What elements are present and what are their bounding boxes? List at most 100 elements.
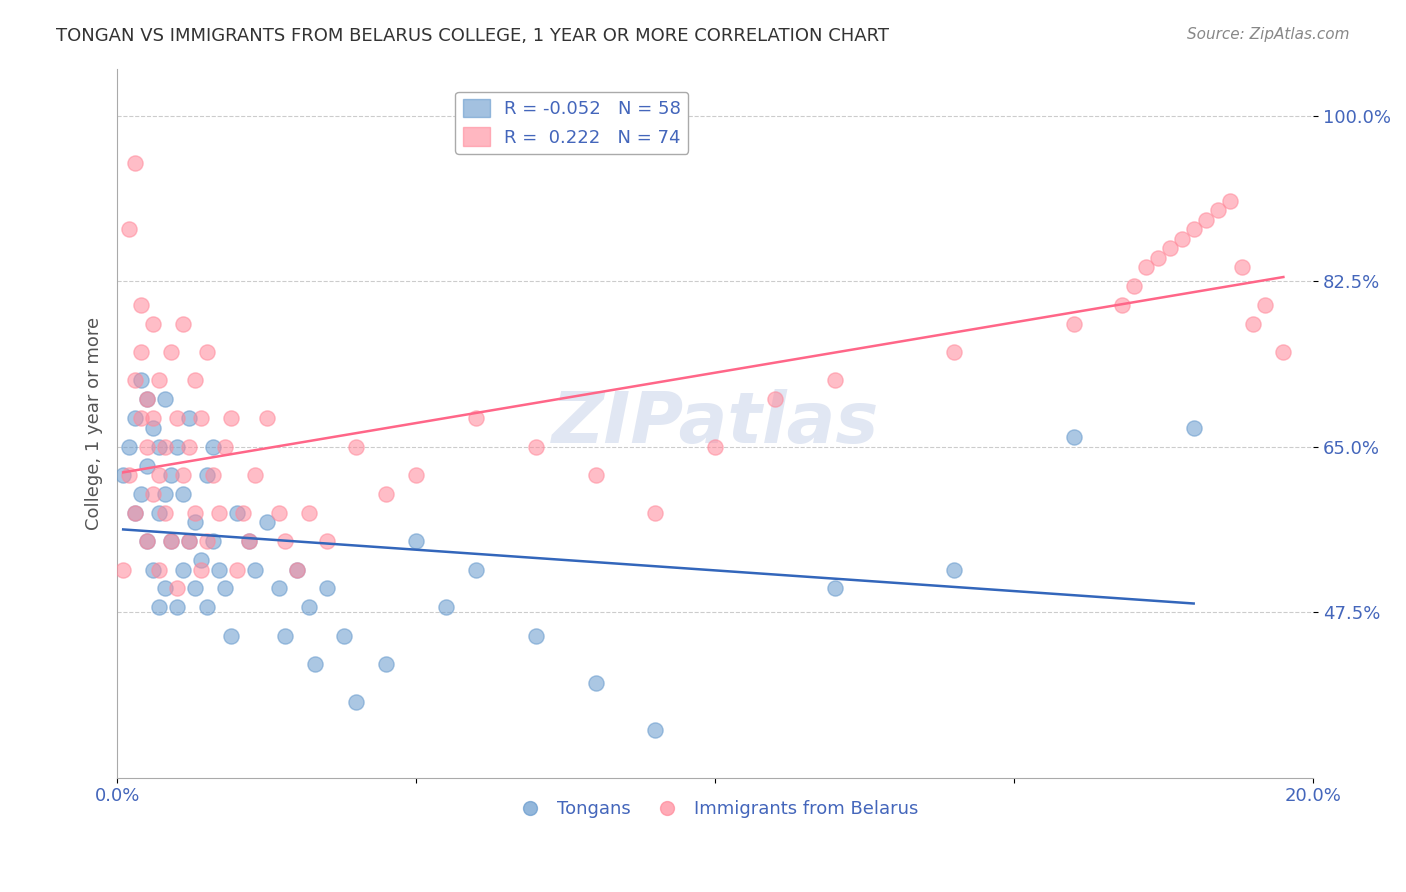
Point xyxy=(172,468,194,483)
Point xyxy=(273,534,295,549)
Point xyxy=(824,582,846,596)
Point xyxy=(1182,421,1205,435)
Point xyxy=(434,600,457,615)
Point xyxy=(184,506,207,520)
Point xyxy=(195,468,218,483)
Point xyxy=(1243,317,1265,331)
Point xyxy=(148,468,170,483)
Point xyxy=(267,506,290,520)
Point xyxy=(190,411,212,425)
Point xyxy=(153,440,176,454)
Point xyxy=(214,440,236,454)
Point xyxy=(184,374,207,388)
Point xyxy=(405,534,427,549)
Point xyxy=(148,374,170,388)
Text: Source: ZipAtlas.com: Source: ZipAtlas.com xyxy=(1187,27,1350,42)
Point xyxy=(142,487,165,501)
Point xyxy=(160,534,183,549)
Point xyxy=(208,506,231,520)
Point xyxy=(160,534,183,549)
Point xyxy=(177,534,200,549)
Point xyxy=(148,506,170,520)
Point xyxy=(177,440,200,454)
Point xyxy=(405,468,427,483)
Point xyxy=(704,440,727,454)
Point xyxy=(375,657,398,672)
Legend: Tongans, Immigrants from Belarus: Tongans, Immigrants from Belarus xyxy=(505,793,925,825)
Point xyxy=(763,392,786,407)
Point xyxy=(1254,298,1277,312)
Point xyxy=(285,563,308,577)
Point xyxy=(315,582,337,596)
Point xyxy=(118,222,141,236)
Point xyxy=(214,582,236,596)
Point xyxy=(225,506,247,520)
Point xyxy=(190,553,212,567)
Point xyxy=(124,506,146,520)
Point xyxy=(1170,232,1192,246)
Point xyxy=(644,723,666,738)
Point xyxy=(118,440,141,454)
Point xyxy=(238,534,260,549)
Point xyxy=(1111,298,1133,312)
Point xyxy=(190,563,212,577)
Point xyxy=(201,440,224,454)
Point xyxy=(201,534,224,549)
Point xyxy=(142,411,165,425)
Point xyxy=(124,411,146,425)
Point xyxy=(585,468,607,483)
Point xyxy=(238,534,260,549)
Point xyxy=(344,695,367,709)
Point xyxy=(153,392,176,407)
Point xyxy=(285,563,308,577)
Point xyxy=(124,506,146,520)
Point xyxy=(208,563,231,577)
Point xyxy=(465,563,488,577)
Point xyxy=(297,600,319,615)
Point xyxy=(166,582,188,596)
Point xyxy=(142,317,165,331)
Point xyxy=(304,657,326,672)
Point xyxy=(166,411,188,425)
Point xyxy=(129,345,152,359)
Point xyxy=(124,374,146,388)
Point xyxy=(153,506,176,520)
Point xyxy=(1063,430,1085,444)
Point xyxy=(195,345,218,359)
Point xyxy=(153,487,176,501)
Point xyxy=(160,345,183,359)
Point xyxy=(153,582,176,596)
Point xyxy=(219,629,242,643)
Point xyxy=(201,468,224,483)
Point xyxy=(136,440,159,454)
Point xyxy=(943,563,966,577)
Point xyxy=(524,629,547,643)
Point xyxy=(1146,251,1168,265)
Point xyxy=(124,156,146,170)
Point xyxy=(243,468,266,483)
Point xyxy=(129,298,152,312)
Point xyxy=(267,582,290,596)
Point xyxy=(177,411,200,425)
Point xyxy=(256,411,278,425)
Y-axis label: College, 1 year or more: College, 1 year or more xyxy=(86,317,103,530)
Point xyxy=(136,534,159,549)
Point xyxy=(219,411,242,425)
Point xyxy=(166,440,188,454)
Point xyxy=(112,468,135,483)
Text: ZIPatlas: ZIPatlas xyxy=(551,389,879,458)
Point xyxy=(166,600,188,615)
Point xyxy=(333,629,356,643)
Point xyxy=(118,468,141,483)
Point xyxy=(148,563,170,577)
Point xyxy=(142,563,165,577)
Point xyxy=(315,534,337,549)
Point xyxy=(1063,317,1085,331)
Point xyxy=(1219,194,1241,208)
Point xyxy=(195,534,218,549)
Point xyxy=(943,345,966,359)
Point xyxy=(112,563,135,577)
Point xyxy=(172,317,194,331)
Point xyxy=(129,411,152,425)
Point xyxy=(524,440,547,454)
